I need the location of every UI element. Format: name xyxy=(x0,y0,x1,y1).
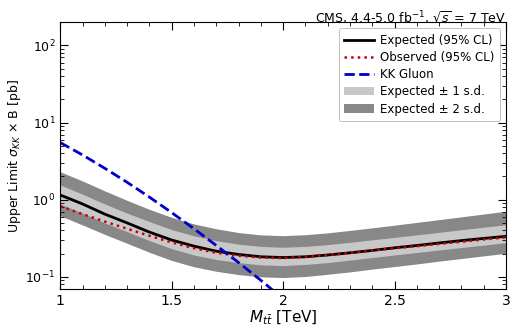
Y-axis label: Upper Limit $\sigma_{KK}$ $\times$ B [pb]: Upper Limit $\sigma_{KK}$ $\times$ B [pb… xyxy=(6,79,23,232)
X-axis label: $M_{t\bar{t}}$ [TeV]: $M_{t\bar{t}}$ [TeV] xyxy=(249,309,317,327)
Legend: Expected (95% CL), Observed (95% CL), KK Gluon, Expected ± 1 s.d., Expected ± 2 : Expected (95% CL), Observed (95% CL), KK… xyxy=(338,28,500,122)
Text: CMS, 4.4-5.0 fb$^{-1}$, $\sqrt{s}$ = 7 TeV: CMS, 4.4-5.0 fb$^{-1}$, $\sqrt{s}$ = 7 T… xyxy=(315,10,506,27)
